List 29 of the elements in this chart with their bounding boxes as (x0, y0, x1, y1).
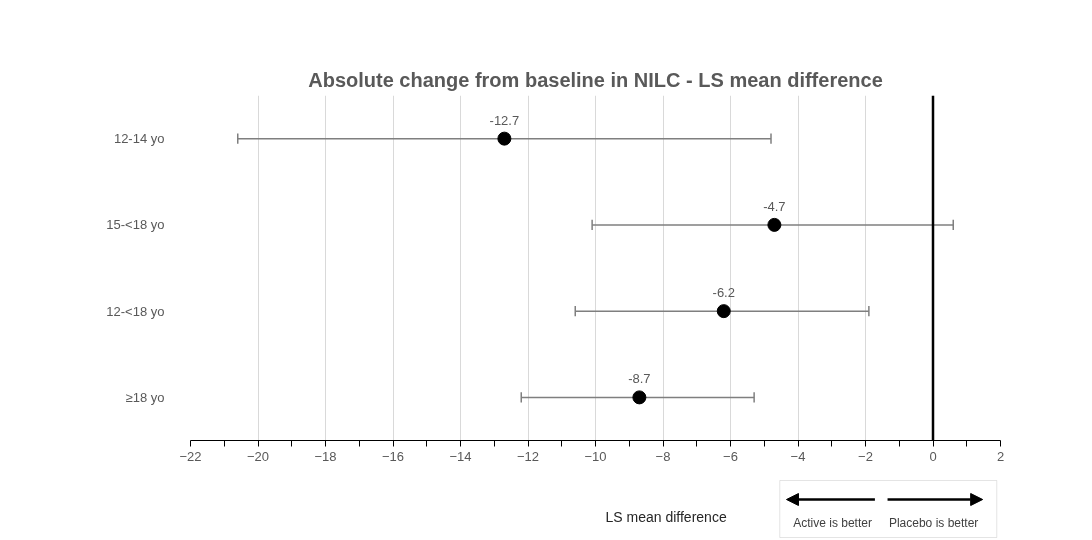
x-tick-label: −22 (179, 448, 202, 464)
x-tick-label: −2 (858, 448, 873, 464)
x-tick-label: 0 (929, 448, 937, 464)
x-tick-label: −10 (584, 448, 607, 464)
x-tick-label: −4 (790, 448, 806, 464)
data-label: -6.2 (712, 285, 735, 301)
y-tick-label: ≥18 yo (125, 389, 165, 405)
chart-title: Absolute change from baseline in NILC - LS mean difference (308, 68, 883, 91)
y-tick-label: 15-<18 yo (106, 217, 165, 233)
y-tick-label: 12-14 yo (113, 131, 165, 147)
x-tick-label: −8 (655, 448, 671, 464)
data-label: -8.7 (628, 371, 651, 387)
point (716, 304, 731, 319)
x-tick-label: −20 (246, 448, 270, 464)
data-label: -12.7 (489, 112, 520, 128)
point (497, 131, 512, 146)
x-tick-label: −18 (314, 448, 337, 464)
x-axis-title: LS mean difference (605, 508, 727, 525)
x-tick-label: −14 (449, 448, 472, 464)
x-tick-label: −12 (516, 448, 540, 464)
x-tick-label: −6 (723, 448, 738, 464)
point (632, 390, 647, 405)
y-tick-label: 12-<18 yo (106, 303, 165, 319)
x-tick-label: −16 (381, 448, 405, 464)
data-label: -4.7 (763, 198, 786, 214)
text: Active is better (793, 515, 872, 530)
text: Placebo is better (888, 515, 979, 530)
point (767, 217, 782, 232)
x-tick-label: 2 (996, 448, 1005, 464)
